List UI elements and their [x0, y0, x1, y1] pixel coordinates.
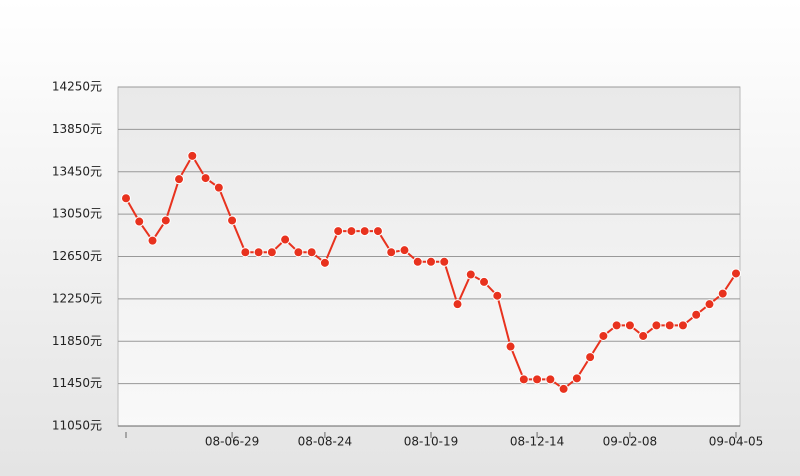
point: [372, 226, 383, 237]
point: [213, 182, 224, 193]
point: [558, 383, 569, 394]
y-tick-label: 13450元: [52, 164, 102, 178]
x-tick-label: 08-10-19: [404, 435, 458, 449]
point: [134, 216, 145, 227]
point: [333, 226, 344, 237]
point: [187, 150, 198, 161]
point: [240, 247, 251, 258]
point: [717, 288, 728, 299]
point: [532, 374, 543, 385]
point: [412, 256, 423, 267]
point: [426, 256, 436, 267]
point: [598, 330, 609, 341]
point: [691, 309, 702, 320]
y-tick-label: 14250元: [52, 80, 102, 94]
point: [121, 193, 131, 204]
y-tick-label: 11450元: [52, 376, 102, 390]
x-tick-label: 08-08-24: [298, 435, 352, 449]
point: [306, 247, 317, 258]
point: [651, 320, 662, 331]
y-tick-label: 11850元: [52, 334, 102, 348]
point: [359, 226, 370, 237]
point: [704, 299, 715, 310]
point: [545, 374, 556, 385]
point: [571, 373, 582, 384]
point: [147, 235, 158, 246]
x-tick-label: 09-04-05: [709, 435, 763, 449]
point: [319, 257, 330, 268]
y-tick-label: 12250元: [52, 291, 102, 305]
point: [677, 320, 688, 331]
point: [439, 256, 450, 267]
y-tick-label: 13850元: [52, 122, 102, 136]
point: [624, 320, 635, 331]
point: [346, 226, 357, 237]
y-tick-label: 12650元: [52, 249, 102, 263]
point: [399, 245, 410, 256]
x-tick-label: 08-06-29: [205, 435, 259, 449]
point: [293, 247, 304, 258]
point: [253, 247, 264, 258]
point: [585, 352, 596, 363]
point: [731, 268, 741, 279]
point: [505, 341, 516, 352]
point: [664, 320, 675, 331]
point: [280, 234, 291, 245]
point: [160, 215, 171, 226]
point: [611, 320, 622, 331]
point: [266, 247, 277, 258]
point: [174, 174, 185, 185]
point: [465, 269, 476, 280]
point: [386, 247, 397, 258]
point: [479, 276, 490, 287]
point: [200, 173, 211, 184]
point: [518, 374, 529, 385]
y-tick-label: 13050元: [52, 207, 102, 221]
point: [452, 299, 463, 310]
y-tick-label: 11050元: [52, 419, 102, 433]
point: [638, 330, 649, 341]
x-tick-label: 09-02-08: [603, 435, 657, 449]
point: [492, 290, 503, 301]
point: [227, 215, 238, 226]
x-tick-label: 08-12-14: [510, 435, 564, 449]
